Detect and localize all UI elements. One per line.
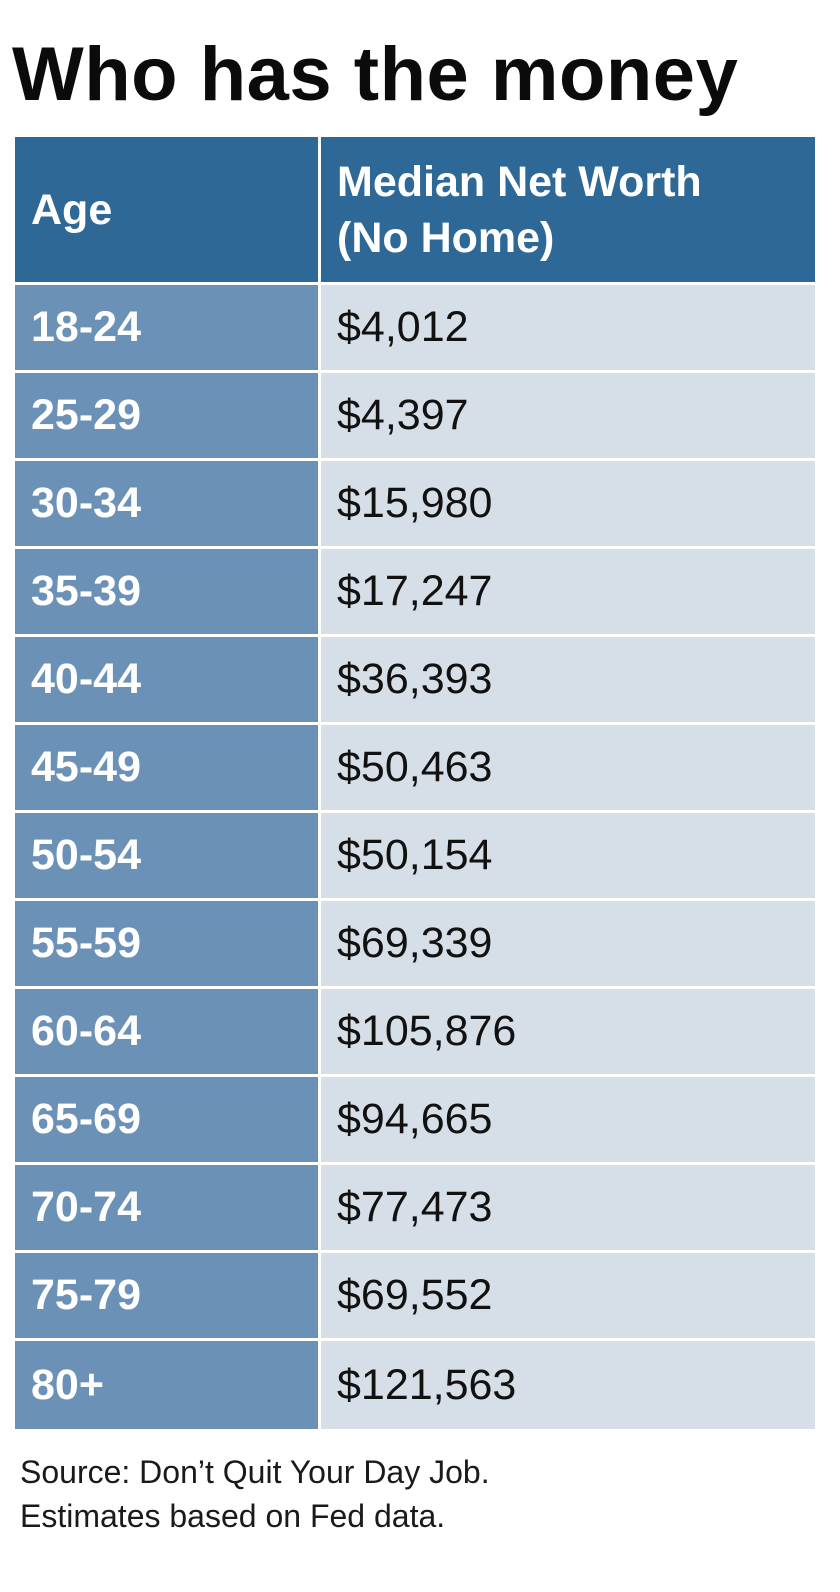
net-worth-cell: $50,154 [321, 813, 815, 901]
table-row: 75-79 $69,552 [15, 1253, 815, 1341]
age-cell: 70-74 [15, 1165, 321, 1253]
age-cell: 50-54 [15, 813, 321, 901]
net-worth-cell: $17,247 [321, 549, 815, 637]
net-worth-cell: $121,563 [321, 1341, 815, 1429]
age-cell: 45-49 [15, 725, 321, 813]
table-header: Age Median Net Worth (No Home) [15, 137, 815, 285]
net-worth-table: Age Median Net Worth (No Home) 18-24 $4,0… [15, 137, 815, 1429]
age-cell: 25-29 [15, 373, 321, 461]
age-cell: 80+ [15, 1341, 321, 1429]
source-estimate-line: Estimates based on Fed data. [20, 1498, 446, 1534]
table-row: 70-74 $77,473 [15, 1165, 815, 1253]
net-worth-cell: $94,665 [321, 1077, 815, 1165]
net-worth-cell: $36,393 [321, 637, 815, 725]
source-note: Source: Don’t Quit Your Day Job. Estimat… [20, 1450, 490, 1538]
net-worth-cell: $105,876 [321, 989, 815, 1077]
net-worth-cell: $4,012 [321, 285, 815, 373]
net-worth-cell: $15,980 [321, 461, 815, 549]
age-cell: 35-39 [15, 549, 321, 637]
age-cell: 30-34 [15, 461, 321, 549]
net-worth-cell: $69,339 [321, 901, 815, 989]
table-row: 55-59 $69,339 [15, 901, 815, 989]
table-row: 65-69 $94,665 [15, 1077, 815, 1165]
table-row: 80+ $121,563 [15, 1341, 815, 1429]
header-row: Age Median Net Worth (No Home) [15, 137, 815, 285]
table-row: 60-64 $105,876 [15, 989, 815, 1077]
net-worth-cell: $77,473 [321, 1165, 815, 1253]
header-value-line1: Median Net Worth [337, 157, 702, 206]
table-row: 50-54 $50,154 [15, 813, 815, 901]
table-row: 40-44 $36,393 [15, 637, 815, 725]
header-value-line2: (No Home) [337, 213, 555, 262]
age-cell: 18-24 [15, 285, 321, 373]
age-cell: 40-44 [15, 637, 321, 725]
table-body: 18-24 $4,012 25-29 $4,397 30-34 $15,980 35-39 $… [15, 285, 815, 1429]
table-row: 25-29 $4,397 [15, 373, 815, 461]
table-row: 35-39 $17,247 [15, 549, 815, 637]
net-worth-cell: $69,552 [321, 1253, 815, 1341]
age-cell: 60-64 [15, 989, 321, 1077]
age-cell: 55-59 [15, 901, 321, 989]
page-title: Who has the money [12, 32, 739, 117]
age-cell: 65-69 [15, 1077, 321, 1165]
source-line: Source: Don’t Quit Your Day Job. [20, 1454, 490, 1490]
age-cell: 75-79 [15, 1253, 321, 1341]
table-row: 30-34 $15,980 [15, 461, 815, 549]
table-row: 45-49 $50,463 [15, 725, 815, 813]
table-row: 18-24 $4,012 [15, 285, 815, 373]
header-age: Age [15, 137, 321, 285]
header-median-net-worth: Median Net Worth (No Home) [321, 137, 815, 285]
net-worth-cell: $4,397 [321, 373, 815, 461]
net-worth-cell: $50,463 [321, 725, 815, 813]
